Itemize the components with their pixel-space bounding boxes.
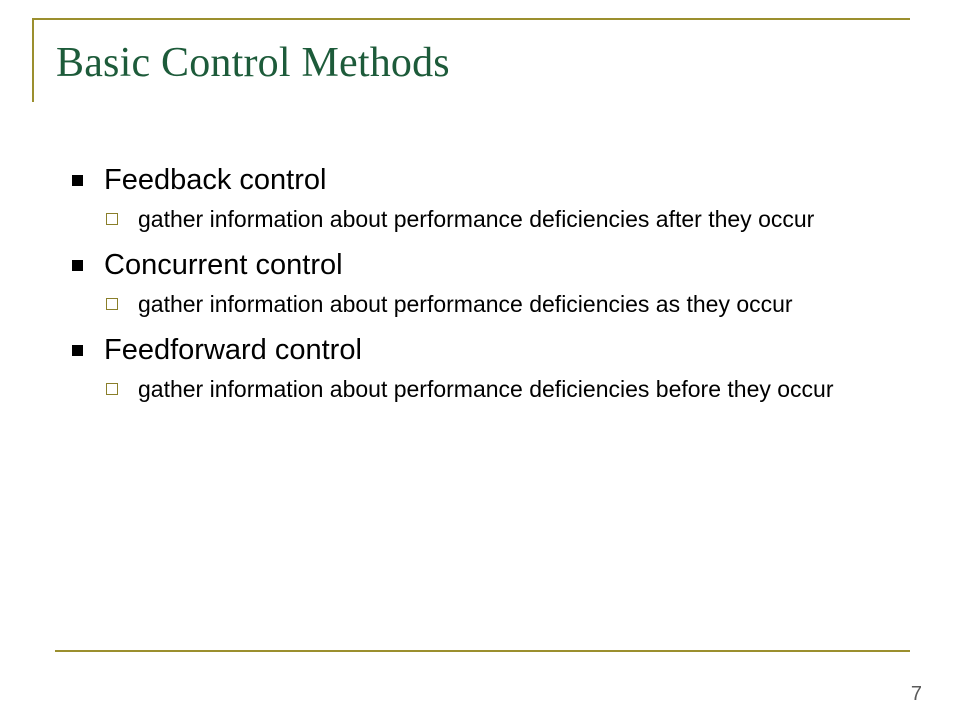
slide-body: Feedback control gather information abou… [60,160,920,415]
list-item-label: Feedforward control [104,334,362,366]
bottom-divider [55,650,910,652]
square-bullet-icon [72,345,83,356]
list-item-label: gather information about performance def… [138,291,793,317]
page-number: 7 [910,683,922,705]
hollow-square-bullet-icon [106,213,118,225]
list-item-label: gather information about performance def… [138,206,815,232]
list-item: Concurrent control [60,245,920,285]
list-item: gather information about performance def… [60,289,920,320]
list-item: gather information about performance def… [60,374,920,405]
square-bullet-icon [72,260,83,271]
list-item: Feedforward control [60,330,920,370]
page-title: Basic Control Methods [56,40,450,86]
list-item-label: gather information about performance def… [138,376,834,402]
left-divider [32,18,34,102]
list-item-label: Concurrent control [104,249,343,281]
square-bullet-icon [72,175,83,186]
list-item-label: Feedback control [104,164,327,196]
list-item: Feedback control [60,160,920,200]
top-divider [32,18,910,20]
hollow-square-bullet-icon [106,383,118,395]
hollow-square-bullet-icon [106,298,118,310]
list-item: gather information about performance def… [60,204,920,235]
